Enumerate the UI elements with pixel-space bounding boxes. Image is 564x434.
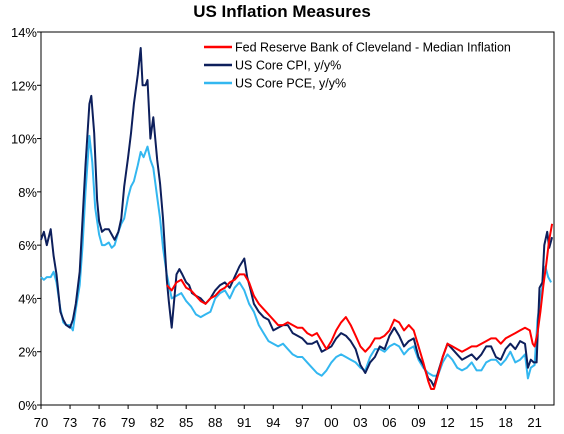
x-tick-label: 97 xyxy=(295,415,309,430)
chart-title: US Inflation Measures xyxy=(193,2,371,21)
y-tick-label: 14% xyxy=(11,25,37,40)
x-tick-label: 85 xyxy=(179,415,193,430)
x-tick-label: 03 xyxy=(353,415,367,430)
y-tick-label: 4% xyxy=(18,291,37,306)
x-tick-label: 76 xyxy=(92,415,106,430)
x-tick-label: 21 xyxy=(527,415,541,430)
x-tick-label: 79 xyxy=(121,415,135,430)
x-tick-label: 18 xyxy=(498,415,512,430)
legend-label-1: US Core CPI, y/y% xyxy=(235,59,341,73)
x-tick-label: 06 xyxy=(382,415,396,430)
y-tick-label: 12% xyxy=(11,78,37,93)
y-tick-label: 8% xyxy=(18,185,37,200)
legend: Fed Reserve Bank of Cleveland - Median I… xyxy=(204,41,511,91)
x-tick-label: 91 xyxy=(237,415,251,430)
series-lines xyxy=(40,47,554,390)
x-tick-label: 94 xyxy=(266,415,280,430)
legend-label-2: US Core PCE, y/y% xyxy=(235,77,346,91)
series-line-2 xyxy=(40,134,552,380)
axes: 0% 2% 4% 6% 8% 10% 12% 14% 70 73 76 79 82 85 88 91 94 97 0… xyxy=(11,25,555,430)
legend-label-0: Fed Reserve Bank of Cleveland - Median I… xyxy=(235,41,511,55)
x-tick-label: 12 xyxy=(440,415,454,430)
y-tick-label: 2% xyxy=(18,345,37,360)
x-tick-label: 88 xyxy=(208,415,222,430)
x-tick-label: 70 xyxy=(34,415,48,430)
series-line-0 xyxy=(166,223,554,390)
x-tick-label: 00 xyxy=(324,415,338,430)
y-tick-label: 10% xyxy=(11,132,37,147)
series-line-1 xyxy=(40,47,554,388)
x-tick-label: 82 xyxy=(150,415,164,430)
y-tick-label: 6% xyxy=(18,238,37,253)
plot-frame xyxy=(40,31,555,406)
x-tick-label: 15 xyxy=(469,415,483,430)
y-tick-label: 0% xyxy=(18,398,37,413)
x-tick-label: 73 xyxy=(63,415,77,430)
x-tick-label: 09 xyxy=(411,415,425,430)
